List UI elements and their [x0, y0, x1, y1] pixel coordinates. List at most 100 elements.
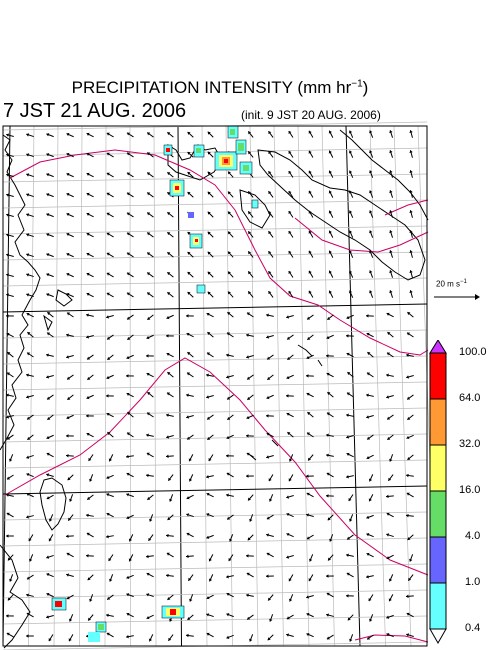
wind-arrow-head	[168, 637, 172, 641]
wind-arrow-head	[86, 272, 90, 276]
wind-arrow-head	[248, 211, 252, 215]
wind-arrow-head	[46, 555, 50, 559]
wind-arrow-head	[226, 574, 229, 579]
title-text: PRECIPITATION INTENSITY (mm hr	[71, 78, 352, 97]
wind-arrow-head	[406, 435, 410, 440]
parallel-line	[2, 199, 428, 209]
wind-arrow-head	[87, 376, 91, 380]
wind-arrow-head	[366, 575, 369, 579]
wind-arrow-head	[46, 496, 50, 500]
wind-arrow-head	[366, 533, 370, 537]
init-time: (init. 9 JST 20 AUG. 2006)	[241, 108, 381, 122]
wind-arrow-head	[27, 416, 31, 420]
colorbar-segment-blue	[429, 536, 447, 584]
wind-arrow-head	[328, 130, 332, 134]
wind-arrow-head	[308, 290, 312, 294]
wind-arrow-head	[306, 513, 309, 517]
colorbar-label-64: 64.0	[459, 392, 481, 404]
wind-arrow-head	[186, 415, 190, 419]
wind-arrow-head	[227, 171, 231, 175]
wind-arrow-head	[286, 555, 290, 559]
colorbar-label-4: 4.0	[465, 530, 481, 542]
wind-arrow-head	[409, 210, 413, 214]
wind-arrow-head	[107, 596, 111, 600]
title-exponent: −1	[351, 78, 363, 90]
wind-arrow-head	[47, 416, 51, 420]
wind-arrow-head	[306, 392, 310, 396]
wind-arrow-head	[346, 452, 350, 457]
wind-arrow-head	[167, 517, 171, 520]
wind-arrow-head	[167, 292, 171, 296]
isobar-northeast	[384, 199, 429, 216]
wind-arrow-head	[106, 534, 109, 539]
wind-arrow-head	[268, 211, 272, 215]
wind-arrow-head	[66, 552, 70, 556]
wind-arrow-head	[46, 452, 50, 456]
valid-time: 7 JST 21 AUG. 2006	[3, 100, 187, 122]
wind-arrow-head	[406, 492, 410, 496]
wind-arrow-head	[207, 191, 211, 195]
wind-arrow-head	[348, 170, 353, 174]
wind-arrow-head	[187, 436, 191, 440]
wind-arrow-head	[26, 395, 29, 399]
wind-arrow-head	[247, 396, 251, 400]
wind-arrow-head	[248, 191, 252, 195]
wind-arrow-head	[326, 335, 330, 340]
wind-arrow-head	[406, 594, 409, 599]
isobar-east	[294, 217, 429, 253]
wind-arrow-head	[246, 434, 249, 438]
parallel-line	[2, 485, 428, 495]
wind-arrow-head	[26, 213, 30, 217]
wind-arrow-head	[207, 211, 211, 215]
wind-arrow-head	[208, 558, 212, 562]
wind-arrow-head	[348, 290, 353, 294]
wind-arrow-head	[227, 231, 231, 235]
wind-arrow-head	[369, 250, 373, 254]
wind-arrow-head	[46, 233, 50, 237]
precip-cell	[195, 239, 198, 242]
wind-arrow-head	[206, 513, 210, 517]
wind-arrow-head	[66, 192, 70, 197]
wind-arrow-head	[389, 270, 393, 274]
chart-title: PRECIPITATION INTENSITY (mm hr−1)	[0, 78, 440, 98]
wind-arrow-head	[227, 251, 231, 255]
precip-cell	[238, 143, 244, 151]
wind-arrow-head	[126, 493, 130, 497]
wind-arrow-head	[166, 435, 170, 439]
wind-arrow-head	[347, 372, 351, 376]
wind-arrow-head	[126, 355, 130, 360]
wind-arrow-head	[368, 478, 373, 482]
wind-arrow-head	[387, 332, 391, 336]
wind-arrow-head	[147, 412, 151, 416]
wind-arrow-head	[328, 250, 332, 254]
wind-arrow-head	[186, 332, 190, 336]
wind-arrow-head	[369, 290, 373, 294]
wind-arrow-head	[248, 231, 252, 235]
wind-arrow-head	[66, 152, 70, 157]
parallel-line	[2, 381, 428, 391]
wind-arrow-head	[326, 636, 330, 640]
wind-arrow-head	[29, 558, 33, 562]
precip-cell	[188, 212, 194, 218]
parallel-line	[2, 225, 428, 235]
meridian-line	[249, 125, 259, 647]
wind-arrow-head	[46, 193, 50, 197]
wind-arrow-head	[348, 250, 353, 254]
parallel-line	[2, 433, 428, 443]
wind-arrow-head	[366, 456, 370, 460]
wind-arrow-head	[206, 613, 210, 617]
wind-arrow-head	[206, 535, 210, 539]
wind-arrow-head	[86, 395, 90, 400]
wind-arrow-head	[86, 432, 90, 436]
wind-arrow-head	[187, 372, 191, 376]
wind-arrow-head	[206, 632, 210, 636]
wind-arrow-head	[207, 291, 211, 295]
wind-arrow-head	[46, 253, 50, 257]
wind-arrow-head	[6, 153, 10, 157]
wind-arrow-head	[26, 634, 29, 638]
wind-arrow-head	[6, 133, 10, 137]
wind-arrow-head	[226, 435, 230, 440]
wind-arrow-head	[388, 578, 393, 582]
wind-arrow-head	[308, 270, 312, 274]
wind-arrow-head	[386, 373, 389, 378]
